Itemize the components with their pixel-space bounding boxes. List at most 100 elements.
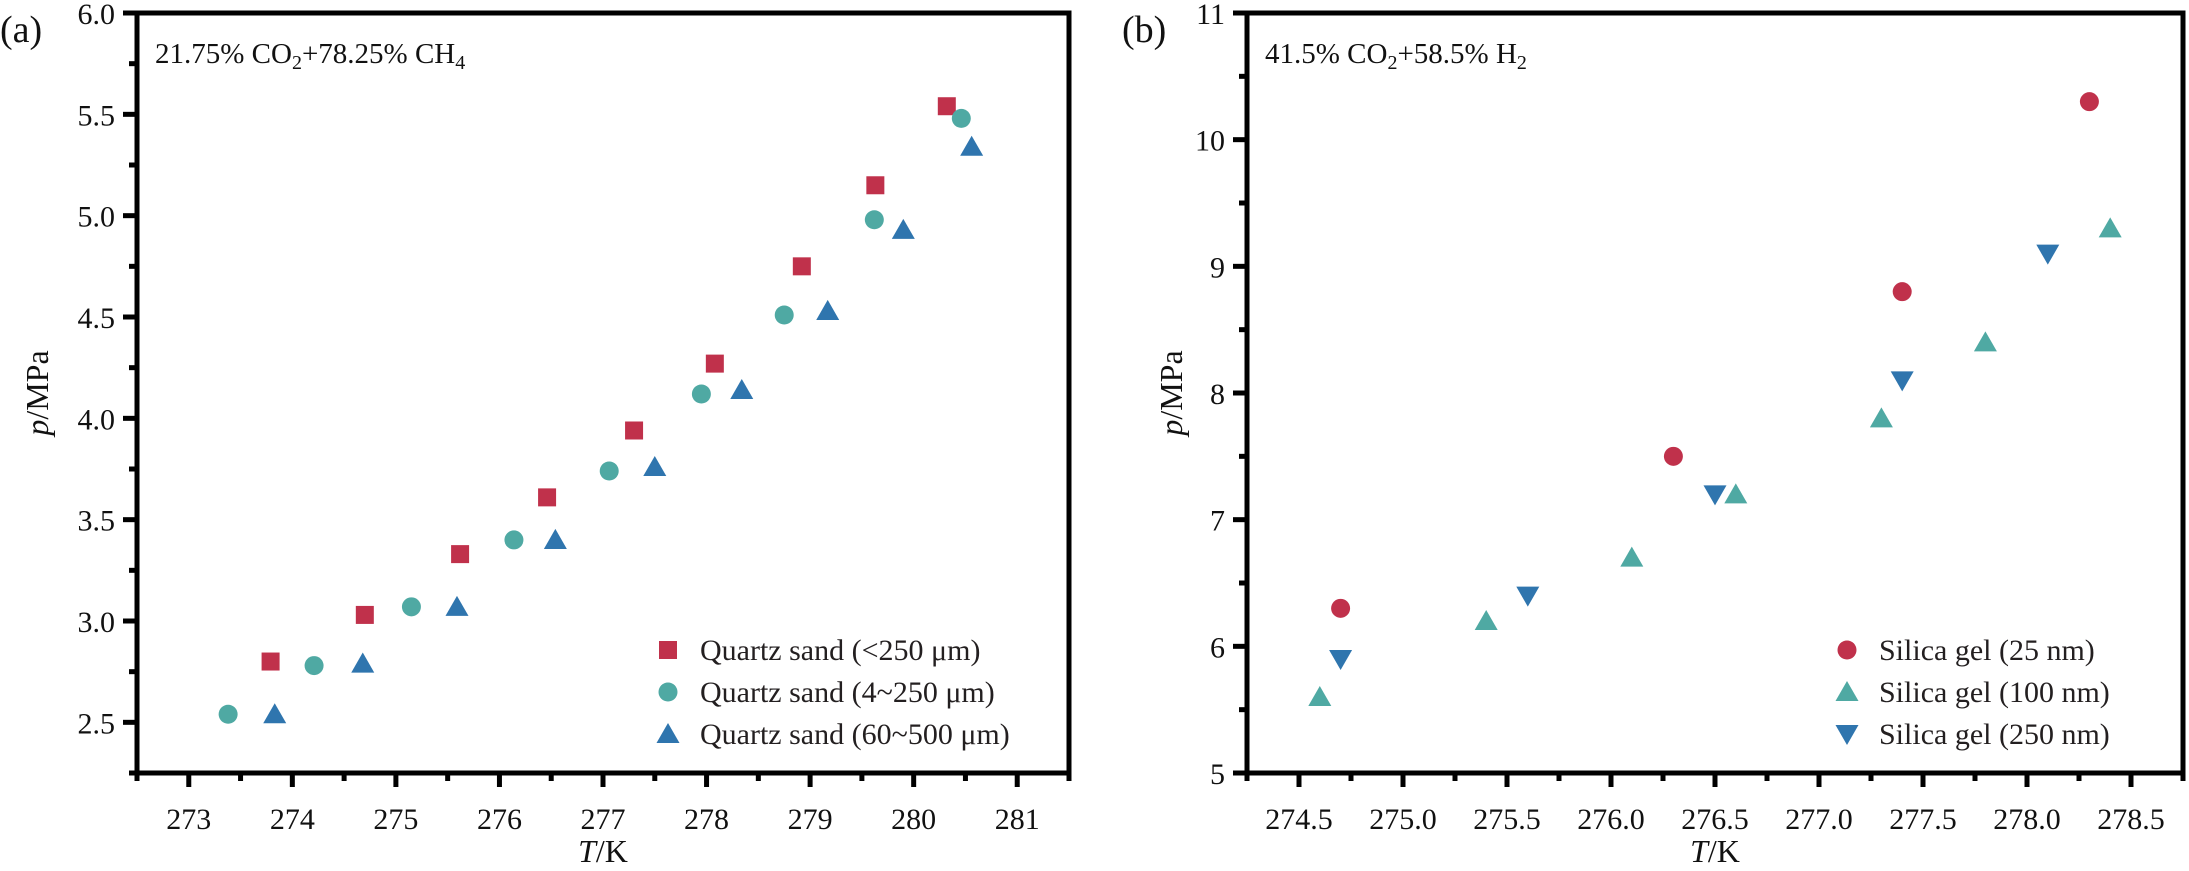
x-tick-label: 278.0 xyxy=(1993,803,2061,836)
data-point xyxy=(1329,649,1353,670)
data-point xyxy=(2098,217,2122,238)
legend-label: Quartz sand (60~500 μm) xyxy=(700,718,1010,751)
x-tick-label: 274 xyxy=(270,803,315,836)
legend-item: Quartz sand (60~500 μm) xyxy=(656,718,1010,751)
x-tick-label: 280 xyxy=(891,803,936,836)
data-point xyxy=(504,530,524,550)
data-point xyxy=(1620,546,1644,567)
data-point xyxy=(1703,485,1727,506)
data-point xyxy=(792,257,811,276)
data-point xyxy=(263,703,287,724)
legend-label: Silica gel (100 nm) xyxy=(1879,676,2110,709)
data-point xyxy=(891,218,915,239)
panel-label: (b) xyxy=(1122,9,1166,51)
data-point xyxy=(1474,610,1498,631)
legend-item: Quartz sand (4~250 μm) xyxy=(658,676,995,709)
series-3 xyxy=(1329,244,2060,670)
x-tick-label: 276.0 xyxy=(1577,803,1645,836)
x-tick-label: 277.5 xyxy=(1889,803,1957,836)
legend-label: Quartz sand (<250 μm) xyxy=(700,634,980,667)
data-point xyxy=(355,605,374,624)
data-point xyxy=(538,488,557,507)
panel-b: (b) 274.5 275.0 275.5 276.0 276.5 277.0 277.5 27… xyxy=(1122,0,2186,869)
y-tick-label: 3.0 xyxy=(78,606,116,639)
x-axis-title: T/K xyxy=(1690,833,1740,869)
series-1 xyxy=(261,97,956,671)
data-point xyxy=(864,210,884,230)
data-point xyxy=(937,97,956,116)
data-point xyxy=(543,528,567,549)
data-point xyxy=(960,135,984,156)
legend: Quartz sand (<250 μm) Quartz sand (4~250 … xyxy=(656,634,1010,751)
x-tick-label: 275.0 xyxy=(1369,803,1437,836)
data-point xyxy=(2036,244,2060,265)
panel-a: (a) 273 274 275 276 277 278 279 280 281 2.5 3.0 3.5 4… xyxy=(0,0,1072,869)
series-3 xyxy=(263,135,984,724)
data-point xyxy=(304,656,324,676)
y-tick-label: 5.0 xyxy=(78,201,116,234)
panel-label: (a) xyxy=(0,9,42,51)
series-2 xyxy=(218,108,971,724)
x-tick-label: 273 xyxy=(166,803,211,836)
legend-item: Silica gel (100 nm) xyxy=(1835,676,2110,709)
data-point xyxy=(1516,586,1540,607)
y-axis-title: p/MPa xyxy=(19,350,55,437)
y-tick-label: 4.5 xyxy=(78,302,116,335)
y-tick-label: 7 xyxy=(1210,505,1225,538)
data-point xyxy=(705,354,724,373)
x-tick-label: 274.5 xyxy=(1265,803,1333,836)
data-point xyxy=(351,652,375,673)
x-tick-label: 278 xyxy=(684,803,729,836)
data-point xyxy=(445,595,469,616)
legend: Silica gel (25 nm) Silica gel (100 nm) Sil… xyxy=(1835,634,2110,751)
data-point xyxy=(866,176,885,195)
data-point xyxy=(625,421,644,440)
legend-item: Silica gel (25 nm) xyxy=(1837,634,2095,667)
x-tick-label: 278.5 xyxy=(2097,803,2165,836)
data-point xyxy=(1308,686,1332,707)
legend-label: Quartz sand (4~250 μm) xyxy=(700,676,995,709)
y-tick-label: 6 xyxy=(1210,631,1225,664)
data-point xyxy=(218,704,238,724)
data-point xyxy=(599,461,619,481)
data-point xyxy=(1892,282,1912,302)
data-point xyxy=(774,305,794,325)
legend-marker xyxy=(656,723,680,744)
x-tick-label: 275 xyxy=(373,803,418,836)
y-tick-label: 8 xyxy=(1210,378,1225,411)
composition-annotation: 41.5% CO2+58.5% H2 xyxy=(1265,38,1527,74)
x-tick-label: 276 xyxy=(477,803,522,836)
x-tick-label: 281 xyxy=(995,803,1040,836)
data-point xyxy=(451,545,470,564)
series-2 xyxy=(1308,217,2122,707)
x-axis-title: T/K xyxy=(578,833,628,869)
data-point xyxy=(730,378,754,399)
y-tick-label: 6.0 xyxy=(78,0,116,31)
data-point xyxy=(1724,483,1748,504)
data-point xyxy=(1973,331,1997,352)
data-point xyxy=(401,597,421,617)
legend-marker xyxy=(1837,640,1857,660)
data-point xyxy=(951,108,971,128)
legend-label: Silica gel (250 nm) xyxy=(1879,718,2110,751)
y-axis-title: p/MPa xyxy=(1153,350,1189,437)
y-tick-label: 10 xyxy=(1195,125,1225,158)
x-tick-label: 277 xyxy=(581,803,626,836)
y-tick-label: 5 xyxy=(1210,758,1225,791)
y-tick-label: 4.0 xyxy=(78,403,116,436)
legend-item: Silica gel (250 nm) xyxy=(1835,718,2110,751)
legend-marker xyxy=(659,641,677,659)
composition-annotation: 21.75% CO2+78.25% CH4 xyxy=(155,38,465,74)
y-tick-label: 3.5 xyxy=(78,505,116,538)
data-point xyxy=(2079,92,2099,112)
series-1 xyxy=(1331,92,2099,618)
data-point xyxy=(1869,407,1893,428)
y-tick-label: 5.5 xyxy=(78,99,116,132)
legend-item: Quartz sand (<250 μm) xyxy=(659,634,980,667)
legend-marker xyxy=(1835,681,1859,702)
y-tick-label: 9 xyxy=(1210,251,1225,284)
legend-marker xyxy=(658,682,678,702)
x-tick-label: 277.0 xyxy=(1785,803,1853,836)
y-tick-label: 11 xyxy=(1196,0,1225,31)
